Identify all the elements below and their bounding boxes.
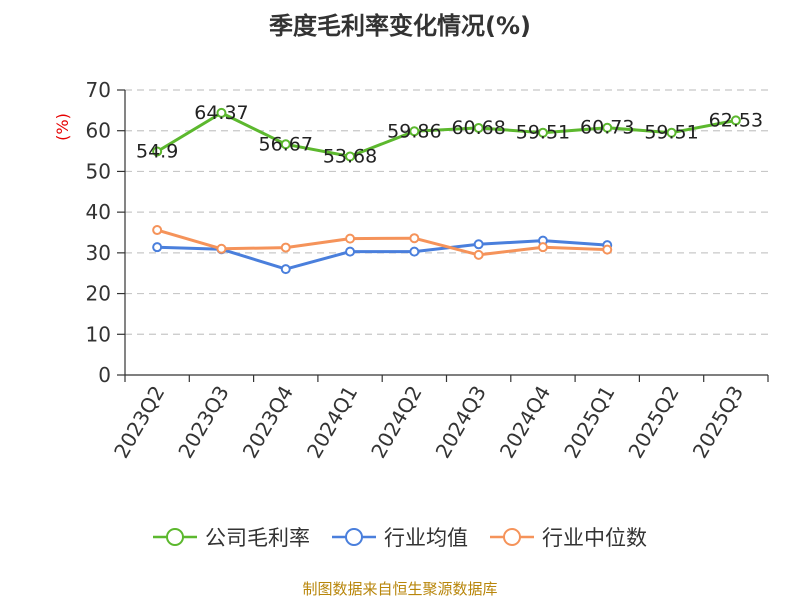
y-tick-label: 50 — [86, 159, 111, 183]
y-tick-label: 30 — [86, 241, 111, 265]
y-tick-label: 10 — [86, 322, 111, 346]
x-tick-label: 2025Q2 — [623, 382, 683, 463]
x-tick-label: 2025Q1 — [559, 382, 619, 463]
data-point — [345, 151, 356, 162]
data-label: 59.86 — [387, 120, 441, 142]
legend-swatch — [153, 528, 197, 546]
legend-item[interactable]: 公司毛利率 — [153, 522, 310, 552]
chart-title: 季度毛利率变化情况(%) — [269, 12, 531, 40]
y-tick-label: 40 — [86, 200, 111, 224]
y-tick-label: 0 — [98, 363, 111, 387]
series-line — [157, 239, 608, 271]
data-label: 59.51 — [644, 122, 698, 144]
x-tick-label: 2024Q2 — [366, 382, 426, 463]
data-point — [537, 242, 548, 253]
source-note: 制图数据来自恒生聚源数据库 — [302, 580, 498, 598]
data-point — [409, 246, 420, 257]
data-label: 56.67 — [259, 133, 313, 155]
legend-swatch — [332, 528, 376, 546]
legend-marker — [345, 528, 363, 546]
legend: 公司毛利率 行业均值 行业中位数 — [0, 520, 800, 554]
y-tick-label: 20 — [86, 282, 111, 306]
data-labels: 54.9 64.37 56.67 53.68 59.86 60.68 59.51 60.73 5… — [136, 102, 763, 168]
data-point — [280, 139, 291, 150]
data-label: 53.68 — [323, 145, 377, 167]
data-point — [409, 233, 420, 244]
data-point — [473, 122, 484, 133]
legend-label: 行业中位数 — [542, 526, 647, 550]
data-label: 60.68 — [451, 117, 505, 139]
series-line — [156, 111, 737, 158]
data-point — [730, 115, 741, 126]
data-point — [152, 225, 163, 236]
legend-item[interactable]: 行业均值 — [332, 522, 468, 552]
series-layer — [152, 107, 741, 275]
data-point — [152, 242, 163, 253]
data-point — [537, 127, 548, 138]
data-point — [473, 249, 484, 260]
data-label: 62.53 — [709, 109, 763, 131]
legend-label: 行业均值 — [384, 526, 468, 550]
x-tick-label: 2024Q4 — [495, 382, 555, 463]
data-label: 54.9 — [136, 140, 178, 162]
x-tick-label: 2025Q3 — [688, 382, 748, 463]
data-label: 60.73 — [580, 117, 634, 139]
legend-item[interactable]: 行业中位数 — [490, 522, 647, 552]
data-point — [216, 243, 227, 254]
data-point — [345, 246, 356, 257]
x-tick-label: 2023Q3 — [173, 382, 233, 463]
y-axis-unit-label: (%) — [53, 113, 72, 141]
legend-swatch — [490, 528, 534, 546]
data-point — [473, 239, 484, 250]
data-point — [280, 264, 291, 275]
data-point — [666, 127, 677, 138]
y-tick-label: 70 — [86, 78, 111, 102]
data-point — [280, 242, 291, 253]
x-tick-label: 2024Q1 — [302, 382, 362, 463]
legend-label: 公司毛利率 — [205, 526, 310, 550]
y-tick-label: 60 — [86, 119, 111, 143]
legend-marker — [166, 528, 184, 546]
x-tick-label: 2024Q3 — [431, 382, 491, 463]
x-tick-label: 2023Q2 — [109, 382, 169, 463]
data-point — [152, 146, 163, 157]
data-point — [345, 233, 356, 244]
data-point — [602, 244, 613, 255]
data-point — [216, 107, 227, 118]
data-label: 64.37 — [194, 102, 248, 124]
data-point — [409, 126, 420, 137]
x-tick-label: 2023Q4 — [238, 382, 298, 463]
legend-marker — [503, 528, 521, 546]
data-point — [602, 122, 613, 133]
data-label: 59.51 — [516, 122, 570, 144]
series-line — [156, 228, 608, 257]
